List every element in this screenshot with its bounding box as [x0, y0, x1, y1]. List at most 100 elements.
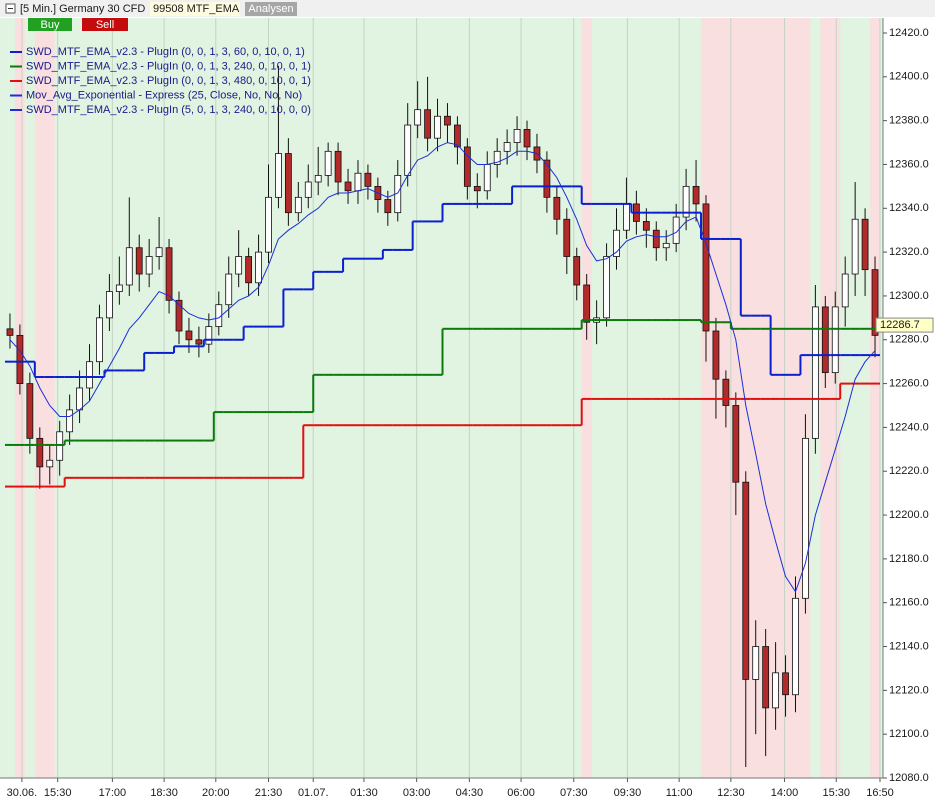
y-tick-label: 12160.0: [889, 597, 929, 609]
y-tick-label: 12420.0: [889, 27, 929, 39]
candle-body: [752, 646, 760, 680]
candle-body: [642, 221, 650, 231]
candle-body: [324, 150, 332, 176]
candle-body: [404, 124, 412, 176]
candle-body: [742, 481, 750, 680]
candle-body: [424, 109, 431, 139]
candle-body: [802, 437, 809, 599]
candle-body: [364, 172, 372, 187]
x-tick-label: 16:50: [866, 787, 894, 799]
candle-body: [772, 672, 779, 709]
x-tick-label: 18:30: [150, 787, 178, 799]
candle-body: [672, 216, 680, 244]
candle-body: [155, 247, 163, 257]
candle-body: [36, 437, 44, 468]
candle-body: [344, 181, 352, 192]
y-tick-label: 12280.0: [889, 334, 929, 346]
candle-body: [454, 124, 461, 148]
candle-body: [125, 247, 133, 286]
candle-body: [613, 229, 620, 257]
candle-body: [662, 242, 670, 249]
candle-body: [225, 273, 233, 306]
candle-body: [652, 229, 660, 249]
plot-area: [0, 18, 883, 778]
analysis-button-label: Analysen: [248, 3, 293, 15]
sell-button-label: Sell: [96, 19, 114, 31]
x-tick-label: 03:00: [403, 787, 431, 799]
candle-body: [493, 150, 501, 165]
candle-body: [235, 256, 243, 275]
candle-body: [553, 196, 561, 220]
candle-body: [434, 115, 441, 139]
analysis-button[interactable]: [245, 2, 297, 16]
candle-body: [314, 175, 322, 183]
candle-body: [851, 218, 859, 275]
candle-body: [871, 269, 879, 336]
candle-body: [523, 129, 531, 148]
candle-body: [811, 306, 819, 439]
candle-body: [444, 115, 451, 126]
x-tick-label: 07:30: [560, 787, 588, 799]
candle-body: [384, 199, 392, 214]
candle-body: [463, 146, 471, 187]
candle-body: [245, 256, 253, 284]
candle-body: [603, 256, 610, 319]
y-tick-label: 12300.0: [889, 290, 929, 302]
y-tick-label: 12120.0: [889, 684, 929, 696]
candle-body: [792, 597, 799, 696]
candle-body: [334, 150, 342, 183]
candle-body: [115, 284, 123, 292]
candle-body: [175, 299, 183, 332]
candle-body: [46, 459, 54, 468]
y-tick-label: 12080.0: [889, 772, 929, 784]
y-tick-label: 12320.0: [889, 246, 929, 258]
candle-body: [702, 203, 710, 332]
candle-body: [503, 142, 511, 152]
buy-button[interactable]: [28, 18, 72, 31]
candle-body: [205, 326, 213, 345]
candle-body: [682, 185, 690, 218]
y-tick-label: 12180.0: [889, 553, 929, 565]
candle-body: [861, 218, 869, 271]
candle-body: [573, 256, 581, 286]
candle-body: [831, 306, 839, 374]
candle-body: [96, 317, 103, 363]
x-tick-label: 04:30: [456, 787, 484, 799]
candle-body: [841, 273, 849, 308]
candle-body: [473, 185, 481, 192]
legend-label: SWD_MTF_EMA_v2.3 - PlugIn (5, 0, 1, 3, 2…: [26, 104, 311, 116]
signal-zone: [870, 18, 880, 778]
x-tick-label: 30.06.: [7, 787, 38, 799]
candle-body: [284, 153, 292, 214]
candle-body: [66, 409, 74, 433]
candle-body: [135, 247, 143, 275]
x-tick-label: 12:30: [717, 787, 745, 799]
legend-label: Mov_Avg_Exponential - Express (25, Close…: [26, 89, 302, 101]
candle-body: [165, 247, 173, 301]
x-tick-label: 01.07.: [298, 787, 329, 799]
x-tick-label: 14:00: [771, 787, 799, 799]
candle-body: [185, 330, 193, 341]
chart-subtitle: 99508 MTF_EMA: [153, 3, 240, 15]
y-tick-label: 12240.0: [889, 421, 929, 433]
x-tick-label: 20:00: [202, 787, 230, 799]
indicator-line: [9, 142, 876, 593]
x-tick-label: 15:30: [44, 787, 72, 799]
x-tick-label: 15:30: [822, 787, 850, 799]
y-tick-label: 12340.0: [889, 202, 929, 214]
y-tick-label: 12100.0: [889, 728, 929, 740]
legend-label: SWD_MTF_EMA_v2.3 - PlugIn (0, 0, 1, 3, 2…: [26, 60, 311, 72]
legend-label: SWD_MTF_EMA_v2.3 - PlugIn (0, 0, 1, 3, 6…: [26, 46, 305, 58]
candle-body: [76, 387, 83, 411]
legend-label: SWD_MTF_EMA_v2.3 - PlugIn (0, 0, 1, 3, 4…: [26, 75, 311, 87]
candle-body: [16, 334, 24, 384]
last-price-box: [875, 317, 934, 333]
candle-body: [106, 291, 113, 319]
x-tick-label: 01:30: [350, 787, 378, 799]
candle-body: [732, 405, 740, 483]
candle-body: [712, 330, 720, 380]
candle-body: [513, 129, 521, 143]
x-tick-label: 11:00: [666, 787, 693, 799]
sell-button[interactable]: [82, 18, 128, 31]
candle-body: [762, 646, 770, 709]
